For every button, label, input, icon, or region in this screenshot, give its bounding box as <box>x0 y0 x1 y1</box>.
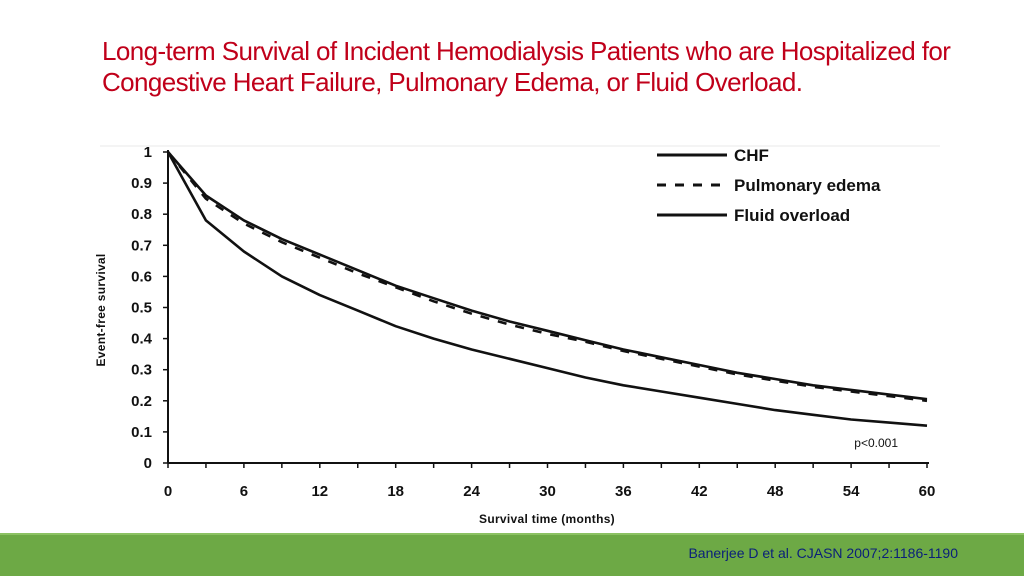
y-tick-label: 0.3 <box>131 362 152 379</box>
y-tick-label: 0.5 <box>131 300 152 317</box>
x-tick-label: 60 <box>919 483 936 500</box>
citation: Banerjee D et al. CJASN 2007;2:1186-1190 <box>688 545 958 561</box>
x-tick-label: 24 <box>463 483 480 500</box>
y-tick-label: 0.7 <box>131 237 152 254</box>
y-tick-label: 0.2 <box>131 393 152 410</box>
y-tick-label: 0.4 <box>131 331 153 348</box>
survival-chart: 0 0.1 0.2 0.3 0.4 0.5 0.6 0.7 0.8 0.9 1 0 6 12 18 24 30 3… <box>94 144 940 526</box>
x-tick-label: 48 <box>767 483 784 500</box>
x-tick-label: 42 <box>691 483 708 500</box>
p-value-annotation: p<0.001 <box>854 436 898 450</box>
series-line-fluid-overload <box>166 151 928 427</box>
y-tick-label: 0 <box>144 455 152 472</box>
y-tick-label: 0.9 <box>131 175 152 192</box>
slide-title: Long-term Survival of Incident Hemodialy… <box>102 36 951 97</box>
y-tick-label: 0.6 <box>131 268 152 285</box>
y-tick-label: 1 <box>144 144 152 161</box>
legend-label: Fluid overload <box>734 206 850 225</box>
footer-bar: Banerjee D et al. CJASN 2007;2:1186-1190 <box>0 533 1024 576</box>
x-tick-label: 0 <box>164 483 172 500</box>
x-tick-label: 12 <box>311 483 328 500</box>
x-tick-label: 36 <box>615 483 632 500</box>
plot-area: 0 0.1 0.2 0.3 0.4 0.5 0.6 0.7 0.8 0.9 1 0 6 12 18 24 30 3… <box>131 144 935 500</box>
legend-label: Pulmonary edema <box>734 176 881 195</box>
x-tick-label: 54 <box>843 483 860 500</box>
x-tick-label: 6 <box>240 483 248 500</box>
x-axis-title: Survival time (months) <box>479 512 615 526</box>
y-axis-title: Event-free survival <box>94 253 108 366</box>
y-tick-label: 0.8 <box>131 206 152 223</box>
x-tick-label: 30 <box>539 483 556 500</box>
legend-label: CHF <box>734 146 769 165</box>
series-line-chf <box>167 151 928 401</box>
x-tick-label: 18 <box>387 483 404 500</box>
series-line-pulmonary-edema <box>166 151 928 403</box>
y-tick-label: 0.1 <box>131 424 152 441</box>
